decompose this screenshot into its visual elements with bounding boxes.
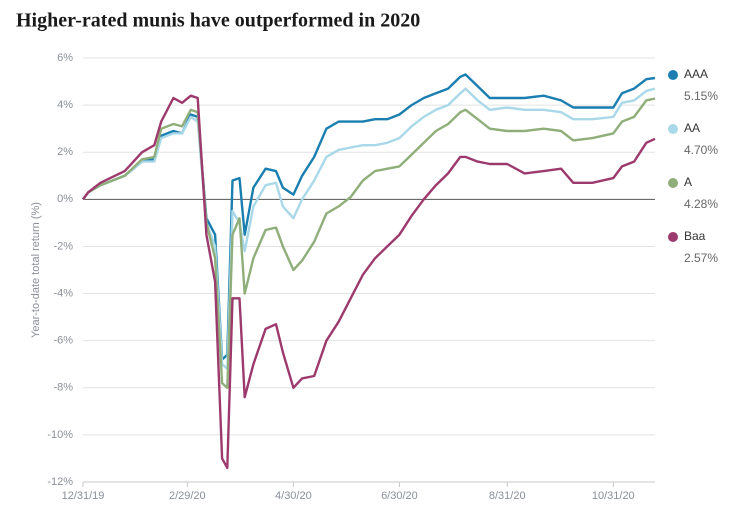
x-tick-label: 10/31/20	[592, 490, 635, 502]
y-tick-label: 2%	[57, 146, 73, 158]
end-value-label: 4.28%	[684, 197, 718, 211]
end-value-label: 4.70%	[684, 143, 718, 157]
end-value-label: 5.15%	[684, 89, 718, 103]
y-tick-label: -8%	[53, 382, 73, 394]
y-tick-label: 4%	[57, 99, 73, 111]
legend-marker	[668, 232, 678, 242]
legend-label: A	[684, 175, 692, 189]
legend-label: AAA	[684, 67, 708, 81]
legend-marker	[668, 178, 678, 188]
legend-marker	[668, 70, 678, 80]
end-value-label: 2.57%	[684, 251, 718, 265]
x-tick-label: 12/31/19	[62, 490, 105, 502]
series-line	[82, 94, 656, 470]
series-line	[82, 97, 656, 389]
x-tick-label: 8/31/20	[489, 490, 526, 502]
y-tick-label: -6%	[53, 335, 73, 347]
x-tick-label: 6/30/20	[381, 490, 418, 502]
y-tick-label: 0%	[57, 193, 73, 205]
legend-label: Baa	[684, 229, 706, 243]
y-tick-label: -12%	[47, 476, 73, 488]
y-tick-label: -4%	[53, 287, 73, 299]
y-tick-label: 6%	[57, 52, 73, 64]
x-tick-label: 4/30/20	[275, 490, 312, 502]
y-tick-label: -10%	[47, 429, 73, 441]
legend-marker	[668, 124, 678, 134]
y-axis-title: Year-to-date total return (%)	[30, 202, 42, 338]
chart-title: Higher-rated munis have outperformed in …	[16, 10, 420, 32]
x-tick-label: 2/29/20	[169, 490, 206, 502]
legend-label: AA	[684, 121, 700, 135]
series-line	[82, 87, 656, 371]
y-tick-label: -2%	[53, 240, 73, 252]
